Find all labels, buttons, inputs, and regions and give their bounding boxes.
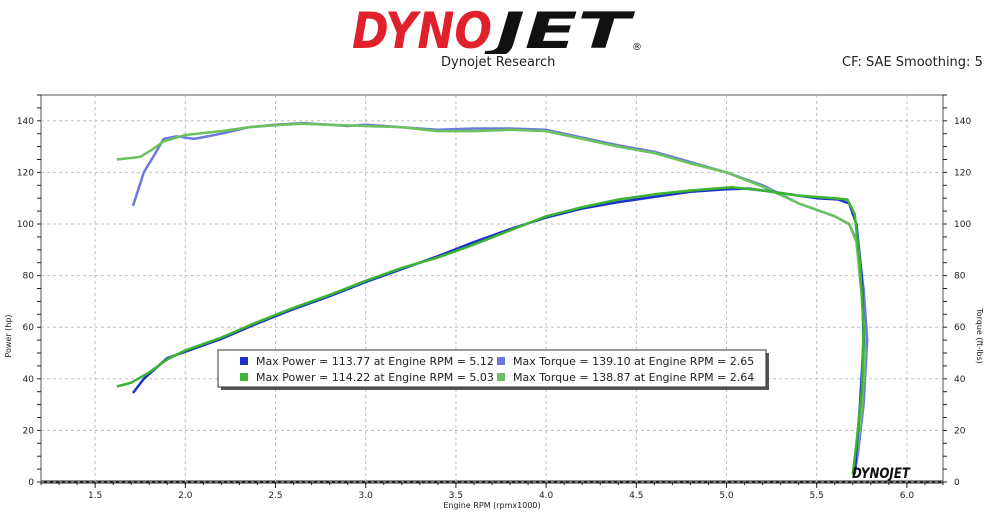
x-tick-label: 6.0 xyxy=(900,491,915,501)
y-right-tick-label: 140 xyxy=(954,117,971,127)
x-tick-label: 5.0 xyxy=(719,491,734,501)
y-right-tick-label: 20 xyxy=(954,426,966,436)
axis-ticks: 1.5 2.0 2.5 3.0 3.5 4.0 4.5 5.0 5.5 6.0 0 0 20 20 40 40… xyxy=(17,94,971,501)
chart-grid xyxy=(41,95,943,483)
y-left-tick-label: 100 xyxy=(17,220,34,230)
x-tick-label: 2.0 xyxy=(178,491,193,501)
legend-label: Max Power = 114.22 at Engine RPM = 5.03 xyxy=(256,371,494,384)
series-line xyxy=(116,186,865,475)
y-left-tick-label: 40 xyxy=(23,375,35,385)
logo-registered-mark: ® xyxy=(632,42,642,53)
y-axis-left-title: Power (hp) xyxy=(4,314,13,357)
y-axis-right-title: Torque (ft-lbs) xyxy=(975,307,984,364)
y-right-tick-label: 40 xyxy=(954,375,966,385)
x-axis-title: Engine RPM (rpmx1000) xyxy=(443,501,540,510)
y-left-tick-label: 60 xyxy=(23,323,35,333)
legend-label: Max Torque = 139.10 at Engine RPM = 2.65 xyxy=(513,355,754,368)
y-left-tick-label: 140 xyxy=(17,117,34,127)
y-left-tick-label: 0 xyxy=(28,478,34,488)
x-tick-label: 3.5 xyxy=(449,491,463,501)
plot-area xyxy=(40,94,944,483)
x-tick-label: 5.5 xyxy=(810,491,824,501)
dynojet-watermark: DYNOJET xyxy=(852,466,911,482)
logo-text-dyno: DYNO xyxy=(352,4,492,54)
y-left-tick-label: 80 xyxy=(23,272,35,282)
y-right-tick-label: 60 xyxy=(954,323,966,333)
legend-label: Max Power = 113.77 at Engine RPM = 5.12 xyxy=(256,355,494,368)
x-tick-label: 1.5 xyxy=(88,491,102,501)
plot-frame xyxy=(40,94,944,484)
y-right-tick-label: 120 xyxy=(954,168,971,178)
x-tick-label: 2.5 xyxy=(268,491,282,501)
x-tick-label: 3.0 xyxy=(359,491,374,501)
x-tick-label: 4.0 xyxy=(539,491,554,501)
x-tick-label: 4.5 xyxy=(629,491,643,501)
y-right-tick-label: 0 xyxy=(954,478,960,488)
y-left-tick-label: 120 xyxy=(17,168,34,178)
y-right-tick-label: 100 xyxy=(954,220,971,230)
legend-swatch xyxy=(240,373,248,381)
dyno-chart: 1.5 2.0 2.5 3.0 3.5 4.0 4.5 5.0 5.5 6.0 0 0 20 20 40 40… xyxy=(4,94,984,510)
y-left-tick-label: 20 xyxy=(23,426,35,436)
settings-label: CF: SAE Smoothing: 5 xyxy=(842,55,983,70)
legend-swatch xyxy=(497,357,505,365)
chart-legend: Max Power = 113.77 at Engine RPM = 5.12 M… xyxy=(217,349,769,390)
watermark-text: DYNOJET xyxy=(852,466,911,482)
y-right-tick-label: 80 xyxy=(954,272,966,282)
dynojet-logo: DYNO JET ® xyxy=(352,4,642,54)
subtitle: Dynojet Research xyxy=(441,55,556,70)
series-line xyxy=(116,122,867,475)
legend-box xyxy=(217,349,767,388)
legend-swatch xyxy=(240,357,248,365)
legend-swatch xyxy=(497,373,505,381)
logo-text-jet: JET xyxy=(482,4,636,54)
legend-label: Max Torque = 138.87 at Engine RPM = 2.64 xyxy=(513,371,754,384)
chart-series xyxy=(116,121,869,475)
